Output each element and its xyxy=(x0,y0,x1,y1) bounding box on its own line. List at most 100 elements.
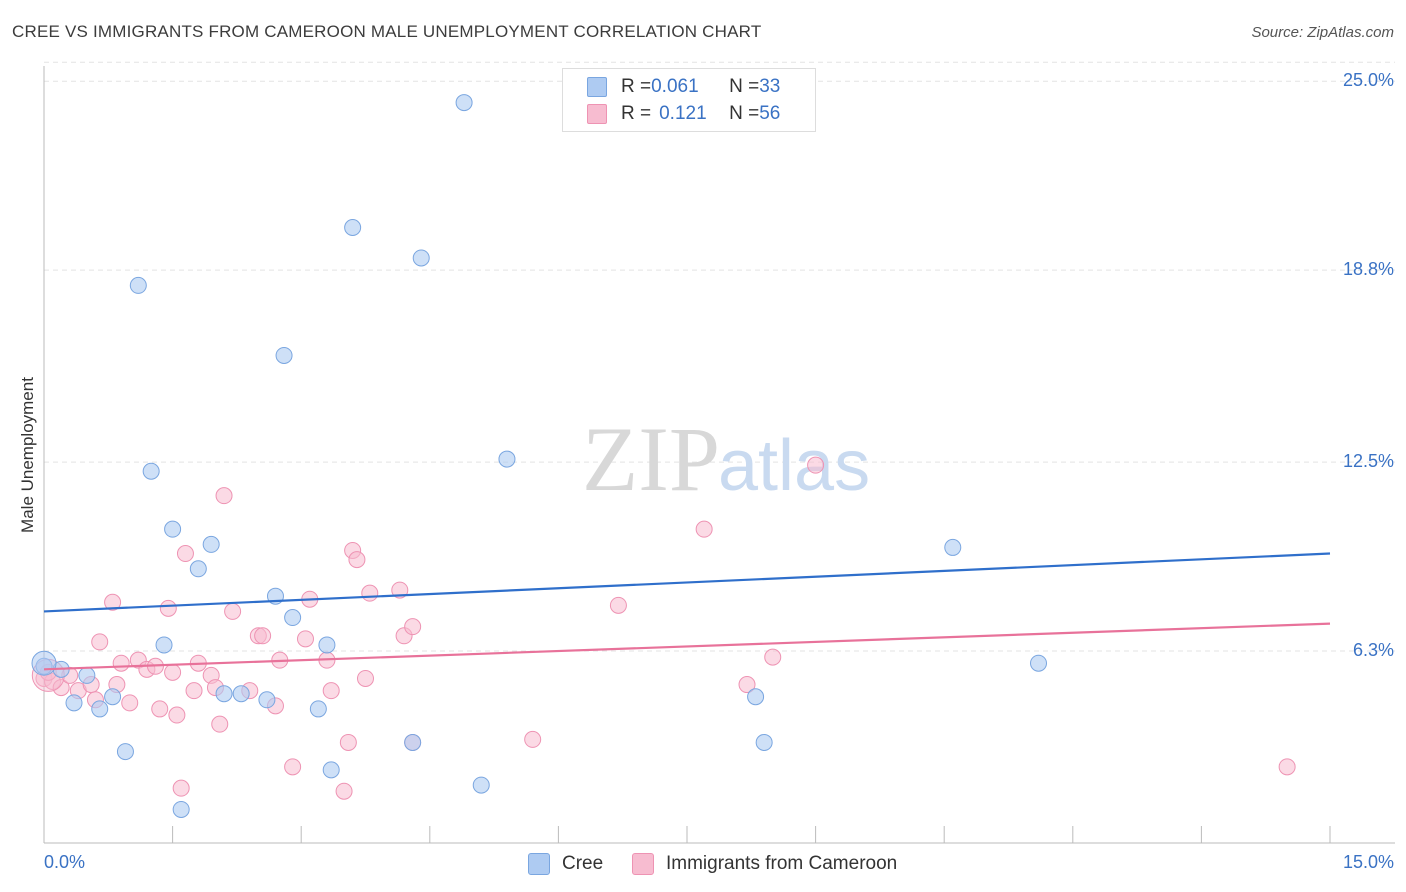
point-cameroon xyxy=(121,694,139,712)
point-cameroon xyxy=(104,593,122,611)
grid-lines xyxy=(44,61,1395,652)
legend-row-cree: R = 0.061 N = 33 xyxy=(587,75,780,99)
point-cree xyxy=(164,520,182,538)
legend-swatch-cree xyxy=(587,77,607,97)
point-cree xyxy=(91,700,109,718)
trend-line-cree xyxy=(43,552,1331,613)
point-cree xyxy=(322,761,340,779)
chart-source: Source: ZipAtlas.com xyxy=(1251,24,1394,41)
point-cree xyxy=(189,560,207,578)
point-cameroon xyxy=(224,602,242,620)
point-cree xyxy=(202,535,220,553)
point-cameroon xyxy=(176,545,194,563)
legend-r-label: R = xyxy=(621,76,652,97)
point-cameroon xyxy=(322,682,340,700)
point-cree xyxy=(129,276,147,294)
points-cree xyxy=(31,94,1048,818)
legend: R = 0.061 N = 33 R = 0.121 N = 56 xyxy=(562,68,816,132)
watermark-zip: ZIP xyxy=(582,408,720,510)
chart-title: CREE VS IMMIGRANTS FROM CAMEROON MALE UN… xyxy=(12,22,762,41)
point-cree xyxy=(78,666,96,684)
point-cameroon xyxy=(339,733,357,751)
legend-r-value-cree: 0.061 xyxy=(651,76,699,97)
point-cree xyxy=(455,94,473,112)
point-cameroon xyxy=(172,779,190,797)
point-cameroon xyxy=(254,627,272,645)
legend-r-label: R = xyxy=(621,103,652,124)
point-cree xyxy=(309,700,327,718)
point-cameroon xyxy=(112,654,130,672)
point-cree xyxy=(284,609,302,627)
point-cameroon xyxy=(348,551,366,569)
point-cree xyxy=(275,346,293,364)
bottom-legend-cameroon: Immigrants from Cameroon xyxy=(632,852,897,876)
x-tick-label-max: 15.0% xyxy=(1342,852,1394,872)
legend-row-cameroon: R = 0.121 N = 56 xyxy=(587,102,780,126)
point-cameroon xyxy=(361,584,379,602)
point-cameroon xyxy=(357,669,374,687)
point-cameroon xyxy=(807,456,825,474)
point-cameroon xyxy=(1278,758,1296,776)
trend-line-cameroon xyxy=(43,622,1331,671)
legend-n-value-cree: 33 xyxy=(759,76,781,97)
point-cameroon xyxy=(695,520,713,538)
point-cameroon xyxy=(185,682,203,700)
point-cree xyxy=(1030,654,1048,672)
point-cameroon xyxy=(151,700,169,718)
point-cree xyxy=(344,218,362,236)
point-cameroon xyxy=(609,596,627,614)
trend-lines xyxy=(43,552,1331,671)
point-cree xyxy=(142,462,160,480)
point-cree xyxy=(404,733,422,751)
legend-n-value-cameroon: 56 xyxy=(759,103,781,124)
point-cameroon xyxy=(764,648,782,666)
x-tick-label-min: 0.0% xyxy=(44,852,86,872)
axes xyxy=(43,66,1395,844)
bottom-legend-label-cameroon: Immigrants from Cameroon xyxy=(666,853,898,874)
point-cameroon xyxy=(211,715,229,733)
y-tick-label: 18.8% xyxy=(1342,259,1394,280)
legend-swatch-cameroon xyxy=(587,104,607,124)
point-cree xyxy=(318,636,336,654)
point-cameroon xyxy=(404,618,422,636)
point-cree xyxy=(944,538,962,556)
point-cameroon xyxy=(284,758,302,776)
point-cree xyxy=(65,694,83,712)
point-cree xyxy=(755,733,773,751)
bottom-legend-label-cree: Cree xyxy=(562,853,604,874)
legend-r-value-cameroon: 0.121 xyxy=(659,103,707,124)
point-cameroon xyxy=(215,487,233,505)
y-tick-label: 6.3% xyxy=(1352,640,1394,661)
point-cree xyxy=(258,691,276,709)
point-cameroon xyxy=(335,782,353,800)
point-cree xyxy=(412,249,430,267)
point-cree-cluster xyxy=(31,650,57,676)
point-cameroon xyxy=(524,730,542,748)
point-cameroon xyxy=(164,663,182,681)
bottom-legend-swatch-cameroon xyxy=(632,853,654,875)
y-tick-label: 12.5% xyxy=(1342,451,1394,472)
point-cameroon xyxy=(296,630,314,648)
point-cameroon xyxy=(91,633,109,651)
bottom-legend-cree: Cree xyxy=(528,852,603,876)
legend-n-label: N = xyxy=(729,103,760,124)
point-cameroon xyxy=(159,599,177,617)
watermark-atlas: atlas xyxy=(718,426,870,506)
point-cameroon xyxy=(738,676,756,694)
point-cree xyxy=(155,636,173,654)
point-cree xyxy=(215,685,233,703)
point-cree xyxy=(472,776,490,794)
point-cameroon xyxy=(168,706,186,724)
point-cree xyxy=(116,743,134,761)
point-cameroon xyxy=(52,679,70,697)
y-tick-label: 25.0% xyxy=(1342,70,1394,91)
bottom-legend-swatch-cree xyxy=(528,853,550,875)
point-cree xyxy=(498,450,516,468)
legend-n-label: N = xyxy=(729,76,760,97)
point-cree xyxy=(747,688,765,706)
point-cree xyxy=(104,688,122,706)
point-cree xyxy=(232,685,250,703)
point-cameroon xyxy=(391,581,409,599)
point-cree xyxy=(172,800,190,818)
